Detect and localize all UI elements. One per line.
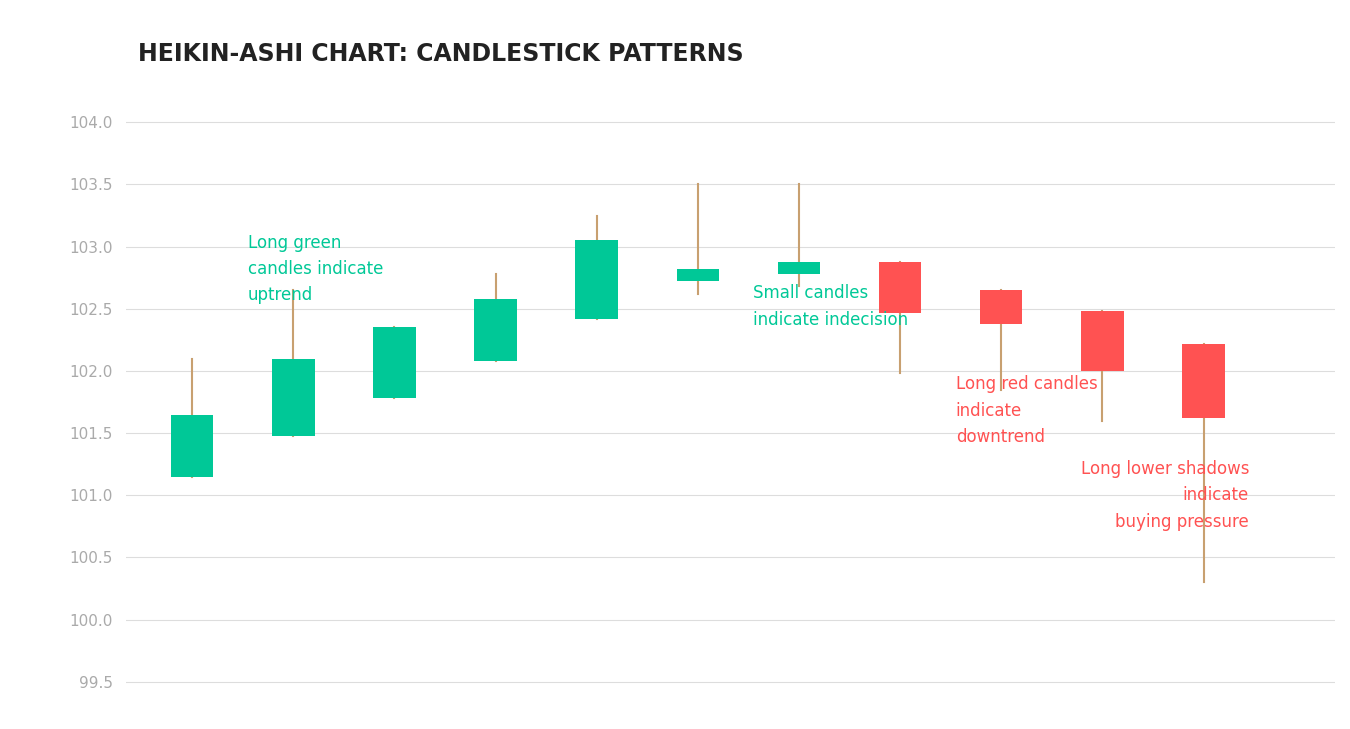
Bar	[676, 269, 720, 281]
Bar	[474, 299, 517, 361]
Bar	[1183, 343, 1224, 418]
Text: Long green
candles indicate
uptrend: Long green candles indicate uptrend	[248, 233, 383, 305]
Bar	[980, 290, 1022, 324]
Bar	[373, 327, 416, 398]
Bar	[778, 262, 821, 274]
Bar	[1081, 311, 1123, 371]
Bar	[171, 415, 213, 477]
Text: HEIKIN-ASHI CHART: CANDLESTICK PATTERNS: HEIKIN-ASHI CHART: CANDLESTICK PATTERNS	[139, 42, 744, 66]
Bar	[879, 262, 921, 313]
Bar	[273, 359, 315, 436]
Text: Small candles
indicate indecision: Small candles indicate indecision	[753, 284, 909, 329]
Text: Long lower shadows
indicate
buying pressure: Long lower shadows indicate buying press…	[1080, 460, 1249, 531]
Bar	[575, 241, 618, 319]
Text: Long red candles
indicate
downtrend: Long red candles indicate downtrend	[956, 375, 1098, 446]
